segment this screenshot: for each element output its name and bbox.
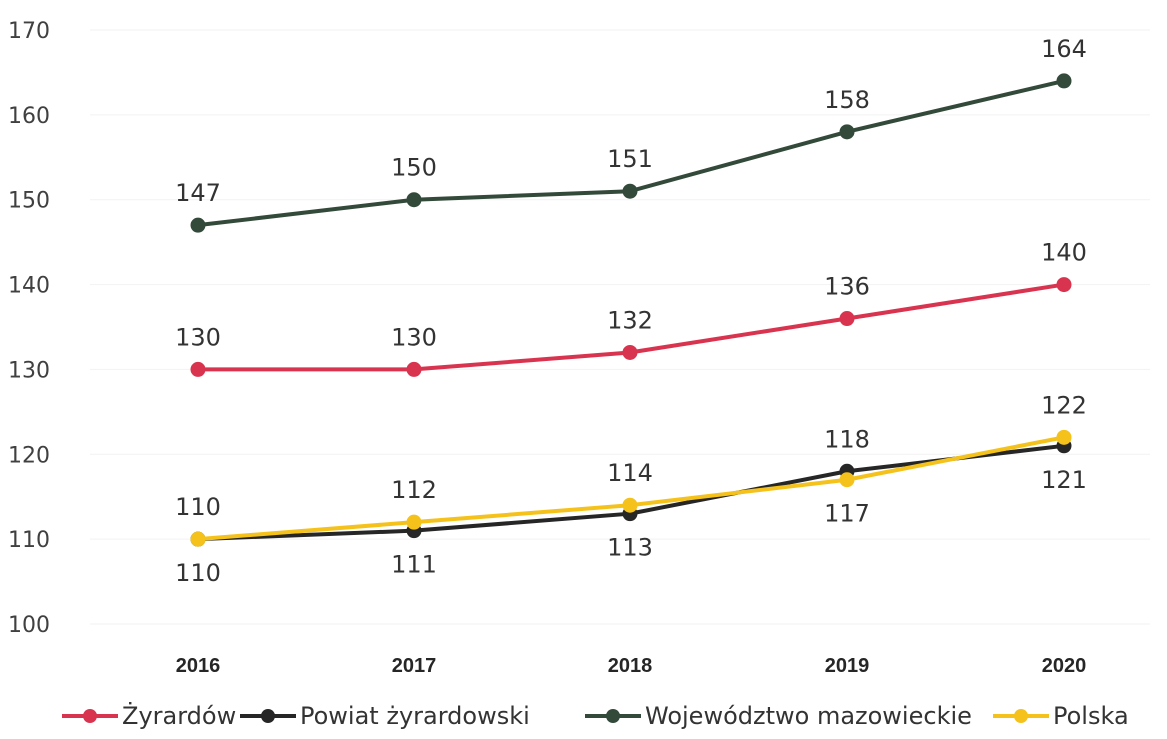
data-point — [190, 361, 206, 377]
y-tick-label: 110 — [8, 528, 50, 553]
y-tick-label: 120 — [8, 443, 50, 468]
data-point — [190, 217, 206, 233]
data-label: 150 — [391, 154, 437, 182]
data-point — [1056, 73, 1072, 89]
x-tick-label: 2019 — [825, 655, 870, 677]
y-tick-label: 140 — [8, 274, 50, 299]
data-point — [839, 311, 855, 327]
legend-label: Żyrardów — [122, 701, 236, 730]
data-point — [406, 514, 422, 530]
legend-marker — [83, 709, 97, 723]
data-label: 158 — [824, 86, 870, 114]
data-label: 118 — [824, 425, 870, 453]
data-point — [1056, 429, 1072, 445]
data-label: 114 — [607, 459, 653, 487]
y-tick-label: 150 — [8, 189, 50, 214]
x-tick-label: 2017 — [392, 655, 437, 677]
data-labels: 147 150 151 158 164 130 130 132 136 140 110 111 113 1… — [175, 35, 1087, 587]
data-label: 130 — [175, 323, 221, 351]
legend: Żyrardów Powiat żyrardowski Województwo ma… — [62, 701, 1129, 730]
x-tick-label: 2018 — [608, 655, 653, 677]
legend-marker — [606, 709, 620, 723]
data-point — [406, 361, 422, 377]
data-point — [839, 124, 855, 140]
x-axis-ticks: 2016 2017 2018 2019 2020 — [176, 655, 1087, 677]
legend-label: Polska — [1053, 702, 1129, 730]
data-point — [839, 472, 855, 488]
series-line — [196, 435, 1066, 542]
x-tick-label: 2016 — [176, 655, 221, 677]
data-label: 111 — [391, 551, 437, 579]
data-point — [406, 192, 422, 208]
data-label: 164 — [1041, 35, 1087, 63]
data-label: 136 — [824, 273, 870, 301]
data-point — [190, 531, 206, 547]
y-tick-label: 130 — [8, 358, 50, 383]
data-label: 110 — [175, 559, 221, 587]
data-point — [1056, 277, 1072, 293]
data-label: 117 — [824, 500, 870, 528]
data-label: 113 — [607, 534, 653, 562]
y-tick-label: 100 — [8, 613, 50, 638]
data-label: 112 — [391, 476, 437, 504]
data-label: 122 — [1041, 391, 1087, 419]
y-tick-label: 160 — [8, 104, 50, 129]
y-tick-label: 170 — [8, 19, 50, 44]
data-label: 132 — [607, 306, 653, 334]
data-label: 147 — [175, 179, 221, 207]
legend-marker — [261, 709, 275, 723]
data-label: 130 — [391, 323, 437, 351]
legend-label: Województwo mazowieckie — [645, 702, 972, 730]
data-point — [622, 344, 638, 360]
data-point — [622, 497, 638, 513]
series-lines — [190, 73, 1072, 547]
data-point — [622, 183, 638, 199]
data-label: 110 — [175, 493, 221, 521]
y-axis-ticks: 100 110 120 130 140 150 160 170 — [8, 19, 50, 638]
x-tick-label: 2020 — [1042, 655, 1087, 677]
legend-marker — [1014, 709, 1028, 723]
data-label: 140 — [1041, 239, 1087, 267]
data-label: 151 — [607, 145, 653, 173]
legend-label: Powiat żyrardowski — [300, 702, 530, 730]
data-label: 121 — [1041, 466, 1087, 494]
